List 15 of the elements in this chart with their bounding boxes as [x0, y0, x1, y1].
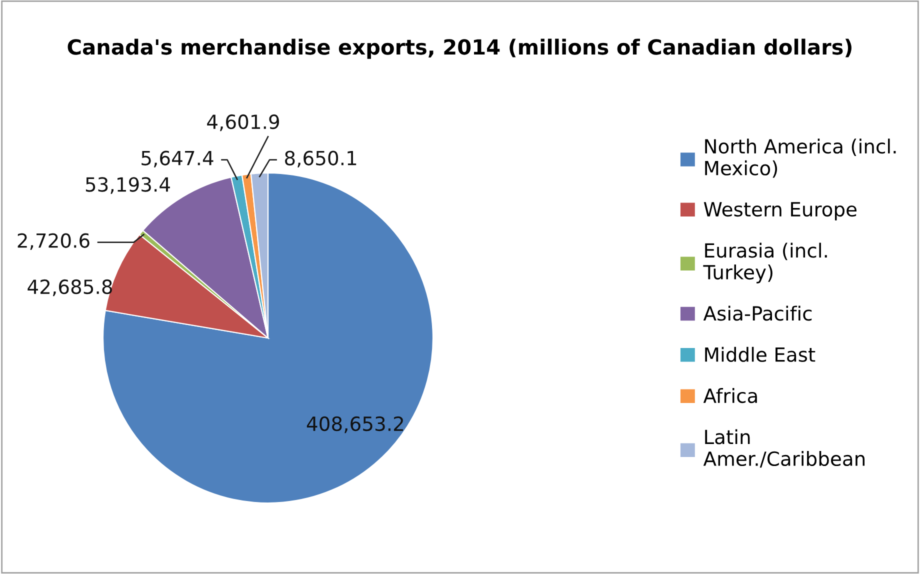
- legend-label: Western Europe: [704, 202, 856, 220]
- chart-title: Canada's merchandise exports, 2014 (millions of Canadian dollars): [68, 38, 852, 59]
- legend-label: Africa: [703, 388, 757, 404]
- legend-label: Latin Amer./Caribbean: [703, 429, 865, 468]
- legend-label: Eurasia (incl. Turkey): [703, 242, 827, 284]
- data-label: 53,193.4: [86, 177, 170, 194]
- data-label: 5,647.4: [142, 150, 214, 168]
- legend-label: Asia-Pacific: [703, 306, 812, 321]
- data-label: 2,720.6: [18, 233, 90, 250]
- data-label: 4,601.9: [207, 114, 279, 132]
- data-label: 42,685.8: [28, 279, 112, 296]
- legend-label: Middle East: [705, 346, 816, 362]
- legend-label: North America (incl. Mexico): [705, 138, 896, 178]
- data-label: 408,653.2: [306, 416, 403, 434]
- data-label: 8,650.1: [285, 150, 356, 168]
